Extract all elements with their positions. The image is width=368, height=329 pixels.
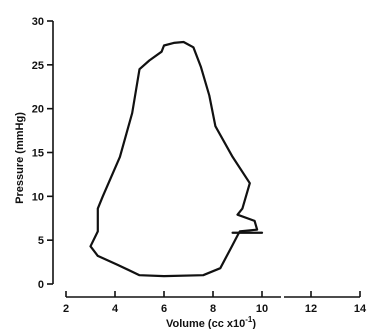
x-tick-label: 10: [256, 303, 268, 315]
x-tick-label: 12: [305, 303, 317, 315]
x-tick-label: 4: [112, 303, 119, 315]
y-tick-label: 25: [32, 60, 44, 72]
axes: 0 5 10 15 20 25 30 2 4 6 8 10 12 14: [32, 16, 367, 315]
x-tick-label: 6: [161, 303, 167, 315]
y-tick-label: 5: [38, 235, 44, 247]
x-tick-label: 2: [63, 303, 69, 315]
axis-labels: Pressure (mmHg) Volume (cc x10-1): [14, 112, 256, 329]
y-axis-label: Pressure (mmHg): [14, 112, 26, 204]
y-tick-label: 30: [32, 16, 44, 28]
y-tick-label: 0: [38, 279, 44, 291]
x-axis-label-superscript: -1: [245, 315, 253, 324]
y-tick-label: 20: [32, 104, 44, 116]
y-tick-label: 15: [32, 148, 44, 160]
y-tick-label: 10: [32, 191, 44, 203]
x-axis-label-close: ): [252, 318, 256, 329]
x-axis-label: Volume (cc x10-1): [166, 315, 256, 329]
x-tick-label: 8: [210, 303, 216, 315]
pressure-volume-loop: [89, 40, 259, 278]
x-tick-label: 14: [354, 303, 367, 315]
plot-area: [89, 40, 264, 278]
x-axis-label-main: Volume (cc x10: [166, 318, 245, 329]
